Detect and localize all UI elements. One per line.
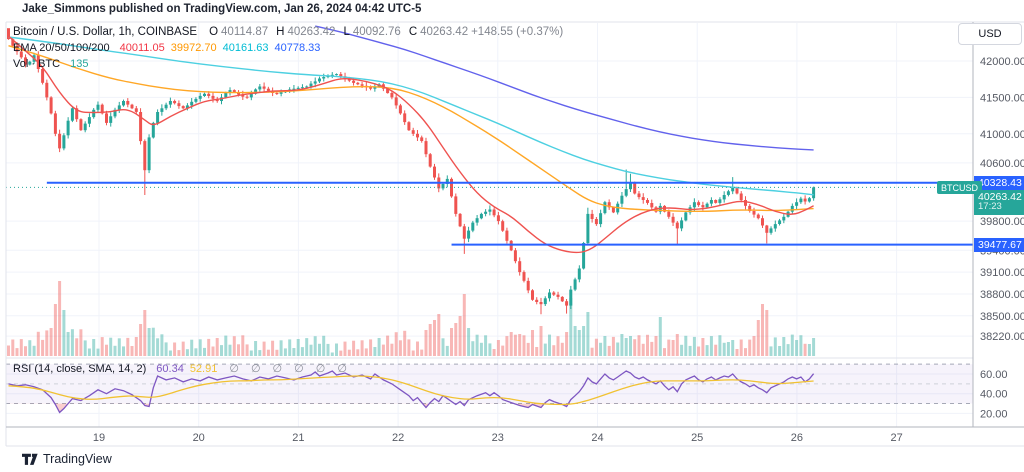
time-axis-label: 27 [890,432,902,444]
series-price-label: BTCUSD [937,181,983,194]
volume-legend[interactable]: Vol · BTC 135 [13,58,88,70]
ohlc-close-label: C [408,26,418,38]
price-axis-label: 41500.00 [980,92,1024,104]
time-axis-label: 26 [791,432,803,444]
ohlc-change-value: +148.55 (+0.37%) [471,26,564,38]
ema-lines-layer [8,25,814,254]
ohlc-low-label: L [343,26,350,38]
volume-legend-label[interactable]: Vol · BTC [13,58,61,70]
currency-unit-button[interactable]: USD [958,23,1022,45]
rsi-empty-slot: ∅ [294,363,304,375]
tradingview-logo-icon [22,453,38,465]
price-axis-label: 42000.00 [980,56,1024,68]
watermark-text: TradingView [43,452,112,466]
rsi-empty-slot: ∅ [272,363,283,375]
time-axis-label: 23 [492,432,504,444]
pane-borders [5,21,1024,447]
ema200-line [315,25,814,151]
price-axis-label: 41000.00 [980,129,1024,141]
ema-legend-label[interactable]: EMA 20/50/100/200 [13,42,110,54]
time-axis[interactable]: 19 20 21 22 23 24 25 26 27 [93,432,903,444]
price-axis-label: 38220.00 [980,331,1024,343]
horizontal-level-lines[interactable] [46,181,973,246]
rsi-axis-label: 20.00 [980,408,1008,420]
level-price-badge-upper: 40328.43 [974,176,1024,190]
price-axis-label: 40600.00 [980,158,1024,170]
rsi-band [6,363,973,405]
last-price-value: 40263.42 [978,191,1022,203]
ema200-value: 40778.33 [274,42,321,54]
rsi-axis-label: 40.00 [980,389,1008,401]
rsi-value: 60.34 [156,362,184,375]
volume-layer [7,281,816,356]
ema100-line [8,36,814,196]
rsi-axis-label: 60.00 [980,369,1008,381]
volume-value: 135 [70,58,89,70]
rsi-empty-slot: ∅ [315,363,326,375]
rsi-layer [8,370,815,414]
time-axis-label: 20 [193,432,205,444]
price-axis-label: 38500.00 [980,311,1024,323]
gridlines-layer [6,23,973,427]
ema-legend[interactable]: EMA 20/50/100/200 40011.05 39972.70 4016… [13,42,320,54]
rsi-empty-slot: ∅ [250,363,261,375]
rsi-legend[interactable]: RSI (14, close, SMA, 14, 2) 60.34 52.91 … [13,362,347,376]
rsi-empty-slot: ∅ [337,363,347,375]
rsi-line [8,370,815,414]
ohlc-high-value: 40263.42 [287,26,336,38]
candlestick-layer [7,28,816,315]
rsi-sma-line [8,375,814,406]
time-axis-label: 21 [292,432,304,444]
published-line: Jake_Simmons published on TradingView.co… [22,3,422,15]
ohlc-close-value: 40263.42 [420,26,469,38]
last-price-badge: 40263.42 17:23 [974,190,1024,215]
price-axis-label: 38800.00 [980,289,1024,301]
price-axis-label: 39800.00 [980,216,1024,228]
time-axis-label: 24 [591,432,603,444]
rsi-sma-value: 52.91 [189,362,218,375]
price-axis-label: 39100.00 [980,267,1024,279]
price-axis[interactable]: 42000.00 41500.00 41000.00 40600.00 39800.00… [980,56,1024,420]
ohlc-open-label: O [209,26,219,38]
rsi-empty-slot: ∅ [229,363,239,375]
ohlc-high-label: H [276,26,285,38]
ohlc-low-value: 40092.76 [352,26,401,38]
time-axis-label: 19 [93,432,105,444]
symbol-legend[interactable]: Bitcoin / U.S. Dollar, 1h, COINBASE O 40… [13,26,563,38]
rsi-legend-label[interactable]: RSI (14, close, SMA, 14, 2) [13,362,147,375]
ema50-value: 39972.70 [170,42,217,54]
ema50-line [8,45,814,213]
ema100-value: 40161.63 [222,42,269,54]
ema20-line [8,35,814,254]
time-axis-label: 25 [691,432,703,444]
ohlc-open-value: 40114.87 [221,26,269,38]
time-axis-label: 22 [392,432,404,444]
candle-countdown: 17:23 [978,201,1002,212]
tradingview-watermark[interactable]: TradingView [22,452,112,466]
level-price-badge-lower: 39477.67 [974,238,1024,252]
ema20-value: 40011.05 [119,42,165,54]
symbol-title[interactable]: Bitcoin / U.S. Dollar, 1h, COINBASE [13,26,198,38]
